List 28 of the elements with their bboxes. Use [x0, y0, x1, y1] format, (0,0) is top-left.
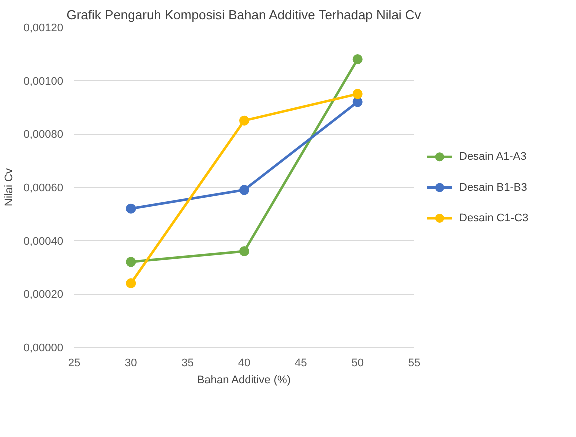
- y-tick-label: 0,00060: [24, 182, 64, 194]
- point: [240, 246, 250, 256]
- x-tick-label: 35: [182, 358, 194, 370]
- y-tick-label: 0,00040: [24, 236, 64, 248]
- y-tick-label: 0,00120: [24, 22, 64, 34]
- point: [126, 204, 136, 214]
- x-axis-title: Bahan Additive (%): [197, 374, 291, 386]
- point: [126, 257, 136, 268]
- legend-label: Desain A1-A3: [460, 151, 527, 164]
- x-tick-label: 55: [408, 358, 421, 370]
- legend-label: Desain B1-B3: [460, 182, 528, 194]
- x-tick-label: 30: [125, 358, 138, 370]
- chart-title: Grafik Pengaruh Komposisi Bahan Additive Terhadap Nilai Cv: [66, 8, 422, 22]
- legend-label: Desain C1-C3: [460, 212, 529, 224]
- y-tick-label: 0,00000: [24, 342, 64, 354]
- point: [126, 278, 136, 288]
- point: [352, 89, 363, 100]
- x-tick-label: 25: [68, 358, 81, 370]
- point: [240, 185, 250, 196]
- y-tick-label: 0,00100: [24, 76, 64, 88]
- y-axis-title: Nilai Cv: [4, 168, 16, 206]
- point: [352, 54, 363, 64]
- x-tick-label: 45: [295, 358, 308, 370]
- point: [240, 116, 250, 126]
- x-tick-label: 40: [238, 358, 251, 370]
- y-tick-label: 0,00020: [24, 289, 64, 302]
- y-tick-label: 0,00080: [24, 129, 64, 142]
- x-tick-label: 50: [352, 358, 364, 370]
